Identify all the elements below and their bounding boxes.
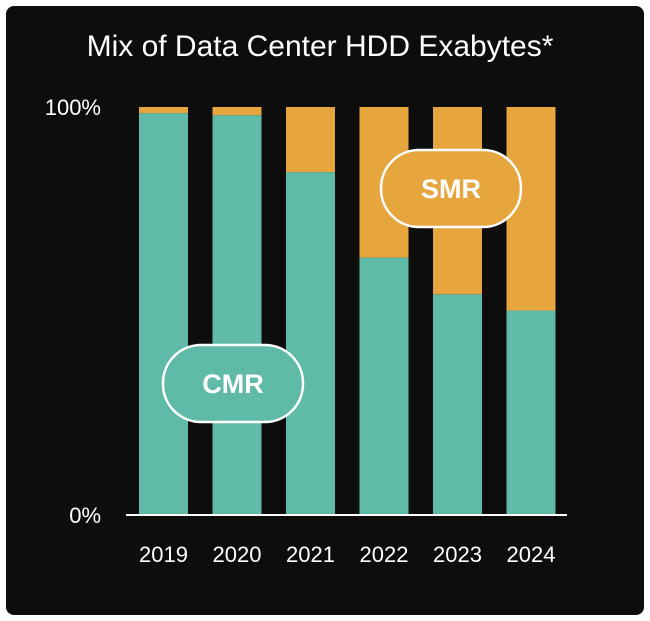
smr-label-text: SMR (421, 174, 481, 204)
bar-cmr-2024 (506, 310, 556, 514)
y-tick-label-bottom: 0% (69, 503, 101, 528)
bar-cmr-2021 (286, 172, 335, 514)
bar-smr-2021 (286, 107, 335, 173)
x-tick-label-2024: 2024 (507, 542, 556, 567)
smr-label-pill (379, 148, 523, 229)
bar-cmr-2019 (139, 113, 188, 514)
x-tick-label-2023: 2023 (433, 542, 482, 567)
bar-cmr-2023 (433, 294, 482, 514)
x-tick-label-2019: 2019 (139, 542, 188, 567)
x-tick-label-2022: 2022 (360, 542, 409, 567)
x-tick-label-2021: 2021 (286, 542, 335, 567)
cmr-label-text: CMR (202, 369, 264, 399)
smr-series-label: SMR (379, 148, 523, 229)
bar-cmr-2022 (359, 257, 409, 514)
x-tick-label-2020: 2020 (213, 542, 262, 567)
bar-smr-2020 (212, 107, 262, 116)
cmr-label-pill (161, 343, 305, 424)
cmr-series-label: CMR (161, 343, 305, 424)
x-tick-labels: 2019 2020 2021 2022 2023 2024 (139, 542, 555, 567)
chart-title: Mix of Data Center HDD Exabytes* (87, 30, 554, 63)
bar-cmr-2020 (212, 115, 262, 514)
bar-smr-2019 (139, 107, 188, 114)
y-tick-label-top: 100% (45, 95, 101, 120)
bars-group (139, 107, 556, 514)
